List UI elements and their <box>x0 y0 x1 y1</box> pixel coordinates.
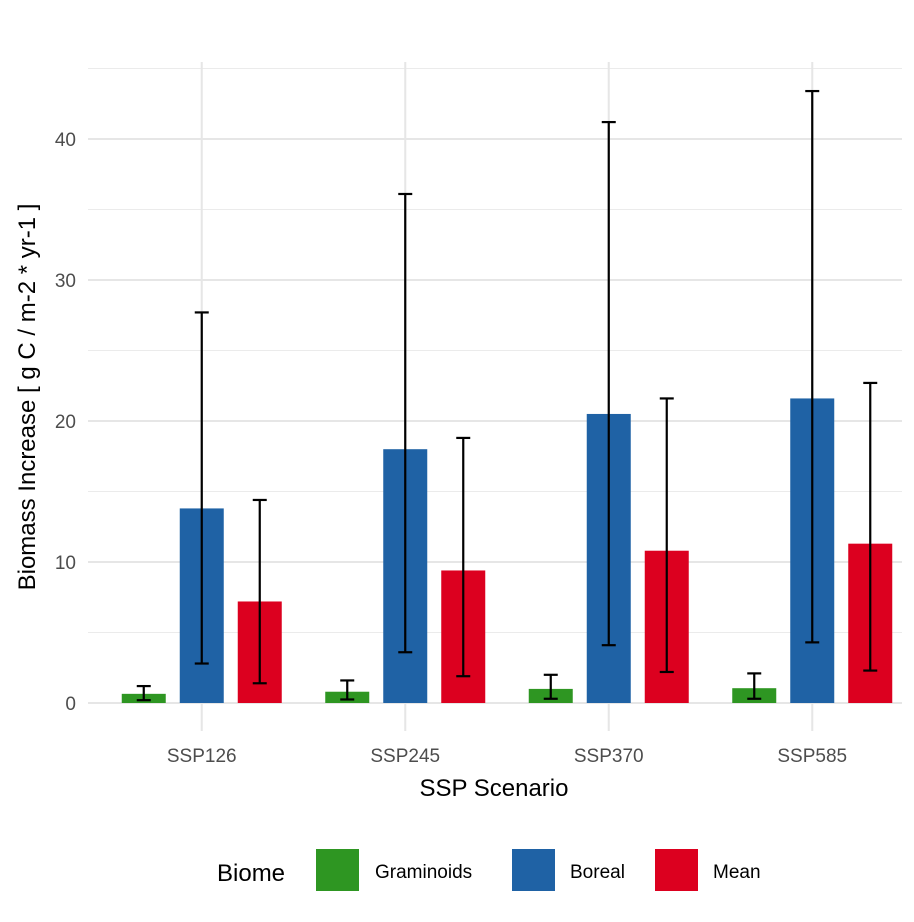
legend-label-boreal: Boreal <box>570 862 625 883</box>
error-bar <box>601 120 616 647</box>
error-bar <box>398 192 413 654</box>
x-tick-labels: SSP126 SSP245 SSP370 SSP585 <box>167 746 847 767</box>
legend-key-boreal <box>512 849 555 891</box>
y-tick-label: 20 <box>55 412 76 433</box>
error-bar <box>136 684 151 702</box>
error-bar <box>863 381 878 672</box>
error-bar <box>747 672 762 700</box>
legend-key-graminoids <box>316 849 359 891</box>
error-bar <box>456 436 471 678</box>
x-tick-label: SSP126 <box>167 746 237 767</box>
x-tick-label: SSP585 <box>777 746 847 767</box>
y-tick-label: 40 <box>55 130 76 151</box>
bars <box>121 398 893 703</box>
legend-title: Biome <box>217 860 285 887</box>
error-bar <box>194 311 209 665</box>
legend-label-graminoids: Graminoids <box>375 862 472 883</box>
legend-items: Graminoids Boreal Mean <box>316 849 761 891</box>
legend: Biome Graminoids Boreal Mean <box>217 849 761 891</box>
x-tick-label: SSP370 <box>574 746 644 767</box>
error-bar <box>340 679 355 701</box>
y-tick-label: 10 <box>55 553 76 574</box>
error-bar <box>252 498 267 685</box>
y-tick-label: 30 <box>55 271 76 292</box>
error-bars <box>136 89 878 702</box>
error-bar <box>805 89 820 644</box>
y-tick-labels: 0 10 20 30 40 <box>55 130 76 715</box>
error-bar <box>659 397 674 674</box>
legend-key-mean <box>655 849 698 891</box>
error-bar <box>543 673 558 700</box>
legend-label-mean: Mean <box>713 862 761 883</box>
y-tick-label: 0 <box>65 694 76 715</box>
x-tick-label: SSP245 <box>370 746 440 767</box>
x-axis-title: SSP Scenario <box>420 775 569 802</box>
y-axis-title: Biomass Increase [ g C / m-2 * yr-1 ] <box>14 204 41 591</box>
